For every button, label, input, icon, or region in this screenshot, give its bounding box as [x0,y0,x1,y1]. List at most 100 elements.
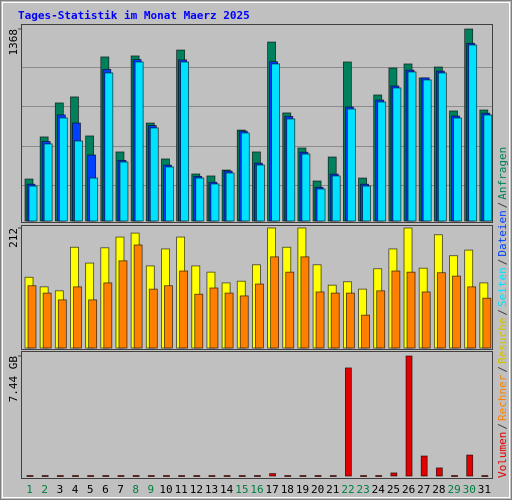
bar [149,127,159,222]
bar [468,44,478,222]
bar [57,299,67,349]
bar [58,117,68,222]
bar [103,282,113,349]
x-tick-label: 11 [175,483,188,496]
bar [284,475,292,477]
bar [72,475,79,477]
x-tick-label: 16 [250,483,263,496]
y-tick-label: 7.44 GB [7,356,20,403]
x-tick-label: 31 [478,483,491,496]
x-tick-label: 3 [57,483,64,496]
bar [256,164,265,222]
bar [451,475,458,477]
bar [453,117,462,222]
bar [315,291,325,349]
bar [209,287,219,349]
bar [118,260,128,349]
legend-entry: Dateien [496,210,509,256]
bar [238,475,246,477]
bar [223,475,231,477]
x-tick-label: 24 [372,483,386,496]
legend-separator: / [496,309,509,316]
bar [132,475,140,477]
x-tick-label: 25 [387,483,400,496]
x-tick-label: 7 [117,483,124,496]
x-tick-label: 2 [41,483,48,496]
bar [102,475,110,477]
bar [117,475,125,477]
x-tick-label: 27 [417,483,430,496]
legend-entry: Volumen [496,432,509,478]
bar [27,285,37,349]
bar [104,72,114,222]
bar [360,475,367,477]
bar [377,101,387,222]
bar [345,292,355,349]
bar [376,290,386,349]
x-tick-label: 19 [296,483,309,496]
legend-separator: / [496,423,509,430]
bar [301,153,311,222]
bar [362,185,371,222]
bar [254,475,261,477]
bar [194,293,204,349]
legend-entry: Anfragen [496,147,509,200]
bar [316,188,326,222]
bar [406,271,416,349]
bar [225,172,235,222]
x-tick-label: 5 [87,483,94,496]
bar [361,314,370,349]
bar [467,286,477,349]
x-tick-label: 15 [235,483,248,496]
x-tick-label: 6 [102,483,109,496]
bar [42,292,52,349]
bar [392,87,402,222]
legend-entry: Seiten [496,267,509,307]
bar [299,475,307,477]
panel [21,351,493,479]
bar [41,475,49,477]
y-tick-label: 212 [7,228,20,248]
bar [405,355,413,477]
x-tick-label: 23 [357,483,370,496]
bar [300,256,310,349]
bar [422,79,432,222]
bar [179,270,189,349]
bar [163,475,170,477]
x-tick-label: 13 [205,483,218,496]
chart-title: Tages-Statistik im Monat Maerz 2025 [18,9,250,22]
bar [164,285,173,349]
bar [331,175,341,222]
bar [420,455,428,477]
legend-entry: Rechner [496,374,509,421]
y-tick-label: 1368 [7,29,20,56]
bar [28,185,38,222]
bar [390,472,398,477]
x-tick-label: 14 [220,483,234,496]
x-tick-label: 9 [148,483,155,496]
x-tick-label: 10 [159,483,172,496]
bar [391,270,401,349]
bar [271,63,280,222]
bar [375,475,383,477]
bar [346,108,356,222]
bar [180,61,190,222]
bar [195,177,205,222]
x-tick-label: 17 [266,483,279,496]
x-tick-label: 29 [447,483,460,496]
bar [344,367,352,477]
bar [286,118,296,222]
bar [270,256,279,349]
legend-separator: / [496,366,509,373]
bar [407,71,417,222]
bar [255,283,264,349]
bar [435,467,443,477]
legend-separator: / [496,259,509,266]
legend: Volumen/Rechner/Besuche/Seiten/Dateien/A… [496,147,509,478]
bar [329,475,337,477]
bar [134,61,144,222]
bar [240,132,250,222]
bar [119,161,129,222]
